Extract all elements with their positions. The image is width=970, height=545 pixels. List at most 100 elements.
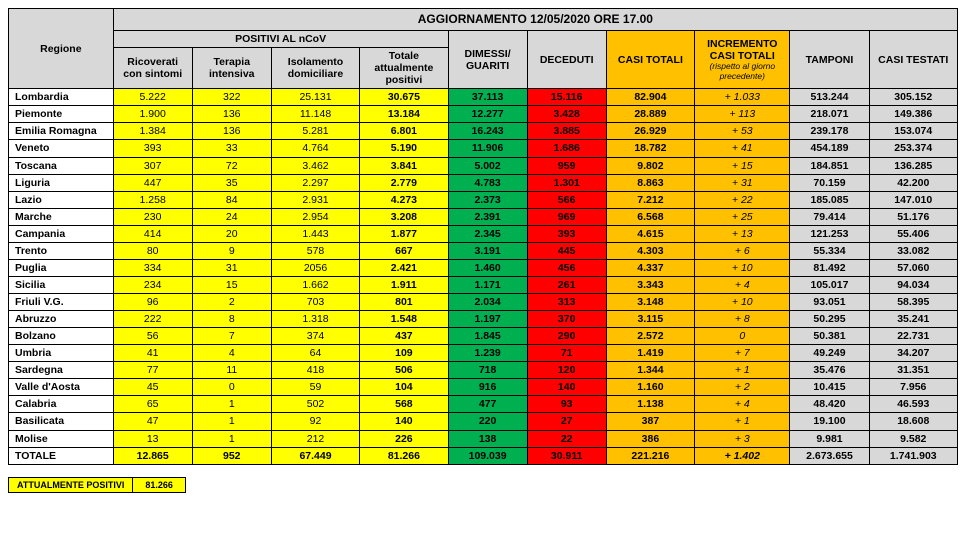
cell-ricoverati: 41 <box>113 345 192 362</box>
cell-casi-totali: 82.904 <box>606 89 694 106</box>
table-row: Umbria414641091.239711.419+ 749.24934.20… <box>9 345 958 362</box>
hdr-tamponi: TAMPONI <box>790 31 869 89</box>
cell-deceduti: 290 <box>527 328 606 345</box>
cell-deceduti: 1.301 <box>527 174 606 191</box>
cell-casi-totali: 386 <box>606 430 694 447</box>
cell-totale-pos: 3.208 <box>360 208 448 225</box>
cell-testati: 253.374 <box>869 140 957 157</box>
cell-incremento: + 25 <box>695 208 790 225</box>
cell-deceduti: 370 <box>527 311 606 328</box>
cell-tamponi: 513.244 <box>790 89 869 106</box>
cell-ricoverati: 1.900 <box>113 106 192 123</box>
cell-dimessi: 477 <box>448 396 527 413</box>
table-row: Basilicata4719214022027387+ 119.10018.60… <box>9 413 958 430</box>
cell-tamponi: 10.415 <box>790 379 869 396</box>
table-row: Lazio1.258842.9314.2732.3735667.212+ 221… <box>9 191 958 208</box>
cell-tamponi: 239.178 <box>790 123 869 140</box>
cell-incremento: + 2 <box>695 379 790 396</box>
cell-dimessi: 5.002 <box>448 157 527 174</box>
cell-testati: 51.176 <box>869 208 957 225</box>
cell-casi-totali: 1.160 <box>606 379 694 396</box>
table-row: Molise13121222613822386+ 39.9819.582 <box>9 430 958 447</box>
cell-tamponi: 19.100 <box>790 413 869 430</box>
cell-tamponi: 454.189 <box>790 140 869 157</box>
cell-incremento: + 31 <box>695 174 790 191</box>
hdr-regione: Regione <box>9 9 114 89</box>
cell-testati: 149.386 <box>869 106 957 123</box>
cell-tamponi: 35.476 <box>790 362 869 379</box>
cell-terapia: 7 <box>192 328 271 345</box>
cell-isolamento: 2.954 <box>271 208 359 225</box>
cell-testati: 58.395 <box>869 294 957 311</box>
table-row: Toscana307723.4623.8415.0029599.802+ 151… <box>9 157 958 174</box>
cell-incremento: + 3 <box>695 430 790 447</box>
hdr-positivi: POSITIVI AL nCoV <box>113 31 448 48</box>
cell-dimessi: 138 <box>448 430 527 447</box>
cell-testati: 46.593 <box>869 396 957 413</box>
cell-terapia: 11 <box>192 362 271 379</box>
cell-isolamento: 59 <box>271 379 359 396</box>
hdr-title: AGGIORNAMENTO 12/05/2020 ORE 17.00 <box>113 9 957 31</box>
cell-terapia: 952 <box>192 447 271 464</box>
cell-region: Toscana <box>9 157 114 174</box>
cell-isolamento: 502 <box>271 396 359 413</box>
cell-ricoverati: 65 <box>113 396 192 413</box>
cell-totale-pos: 1.911 <box>360 276 448 293</box>
cell-testati: 1.741.903 <box>869 447 957 464</box>
cell-dimessi: 2.373 <box>448 191 527 208</box>
cell-terapia: 8 <box>192 311 271 328</box>
cell-dimessi: 1.460 <box>448 259 527 276</box>
cell-ricoverati: 13 <box>113 430 192 447</box>
cell-tamponi: 185.085 <box>790 191 869 208</box>
cell-ricoverati: 45 <box>113 379 192 396</box>
cell-terapia: 4 <box>192 345 271 362</box>
cell-casi-totali: 3.115 <box>606 311 694 328</box>
cell-region: Marche <box>9 208 114 225</box>
table-row: Trento8095786673.1914454.303+ 655.33433.… <box>9 242 958 259</box>
cell-region: Basilicata <box>9 413 114 430</box>
cell-tamponi: 93.051 <box>790 294 869 311</box>
cell-tamponi: 81.492 <box>790 259 869 276</box>
cell-testati: 31.351 <box>869 362 957 379</box>
cell-dimessi: 16.243 <box>448 123 527 140</box>
cell-dimessi: 109.039 <box>448 447 527 464</box>
cell-dimessi: 2.034 <box>448 294 527 311</box>
cell-isolamento: 1.443 <box>271 225 359 242</box>
cell-deceduti: 3.428 <box>527 106 606 123</box>
cell-deceduti: 93 <box>527 396 606 413</box>
cell-dimessi: 12.277 <box>448 106 527 123</box>
table-row: Sicilia234151.6621.9111.1712613.343+ 410… <box>9 276 958 293</box>
cell-testati: 18.608 <box>869 413 957 430</box>
cell-dimessi: 220 <box>448 413 527 430</box>
table-row: Lombardia5.22232225.13130.67537.11315.11… <box>9 89 958 106</box>
cell-totale-pos: 5.190 <box>360 140 448 157</box>
table-row: Liguria447352.2972.7794.7831.3018.863+ 3… <box>9 174 958 191</box>
cell-totale-pos: 506 <box>360 362 448 379</box>
cell-incremento: + 4 <box>695 396 790 413</box>
cell-ricoverati: 307 <box>113 157 192 174</box>
cell-totale-pos: 6.801 <box>360 123 448 140</box>
cell-casi-totali: 1.419 <box>606 345 694 362</box>
cell-incremento: + 13 <box>695 225 790 242</box>
cell-terapia: 0 <box>192 379 271 396</box>
cell-region: Lazio <box>9 191 114 208</box>
hdr-deceduti: DECEDUTI <box>527 31 606 89</box>
cell-deceduti: 566 <box>527 191 606 208</box>
cell-tamponi: 9.981 <box>790 430 869 447</box>
cell-isolamento: 4.764 <box>271 140 359 157</box>
cell-region: Puglia <box>9 259 114 276</box>
cell-casi-totali: 4.337 <box>606 259 694 276</box>
cell-terapia: 33 <box>192 140 271 157</box>
cell-incremento: + 41 <box>695 140 790 157</box>
cell-ricoverati: 5.222 <box>113 89 192 106</box>
cell-terapia: 1 <box>192 396 271 413</box>
cell-tamponi: 184.851 <box>790 157 869 174</box>
cell-incremento: + 53 <box>695 123 790 140</box>
footer-label: ATTUALMENTE POSITIVI <box>8 477 133 493</box>
cell-tamponi: 50.295 <box>790 311 869 328</box>
cell-totale-pos: 437 <box>360 328 448 345</box>
table-row: Calabria651502568477931.138+ 448.42046.5… <box>9 396 958 413</box>
cell-totale-pos: 2.779 <box>360 174 448 191</box>
hdr-incremento-main: INCREMENTO CASI TOTALI <box>707 38 777 62</box>
table-row: Friuli V.G.9627038012.0343133.148+ 1093.… <box>9 294 958 311</box>
